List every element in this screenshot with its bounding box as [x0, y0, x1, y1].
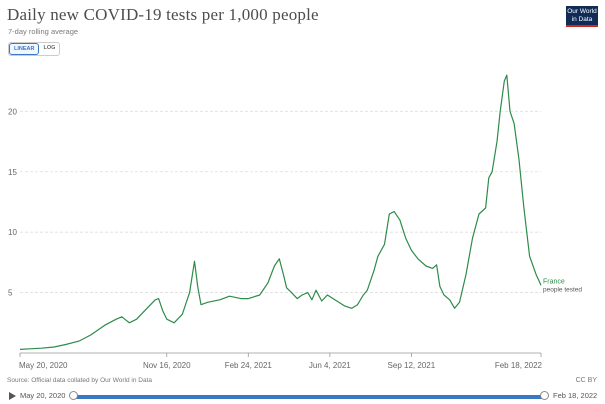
y-tick-label: 10 [8, 228, 17, 237]
x-tick-label: Feb 24, 2021 [225, 361, 273, 370]
linear-scale-button[interactable]: LINEAR [9, 43, 40, 55]
x-tick-label: Nov 16, 2020 [143, 361, 191, 370]
series-label-name: France [543, 278, 565, 285]
timeline-start-handle[interactable] [69, 391, 78, 400]
x-tick-label: Sep 12, 2021 [388, 361, 436, 370]
license-link[interactable]: CC BY [575, 377, 597, 384]
logo-line1: Our World [567, 8, 597, 15]
scale-toggle: LINEAR LOG [8, 42, 61, 56]
x-tick-label: Jun 4, 2021 [309, 361, 351, 370]
series-line-france [19, 74, 542, 350]
y-tick-label: 5 [8, 289, 13, 298]
chart-area: 5 10 15 20 May 20, 2020 Nov 16, 2020 Feb 24, 2… [8, 74, 582, 370]
x-tick-label: May 20, 2020 [19, 361, 68, 370]
timeline-end-label: Feb 18, 2022 [553, 391, 598, 400]
chart-title: Daily new COVID-19 tests per 1,000 peopl… [7, 5, 319, 24]
timeline-start-label: May 20, 2020 [20, 391, 66, 400]
y-tick-label: 20 [8, 107, 17, 116]
y-tick-label: 15 [8, 168, 17, 177]
series-label-unit: people tested [543, 286, 582, 293]
timeline-track[interactable] [73, 395, 544, 399]
chart-subtitle: 7-day rolling average [8, 27, 79, 36]
source-note: Source: Official data collated by Our Wo… [7, 377, 152, 384]
log-scale-button[interactable]: LOG [43, 45, 56, 51]
timeline-end-handle[interactable] [540, 391, 549, 400]
x-tick-label: Feb 18, 2022 [495, 361, 543, 370]
play-icon[interactable] [9, 392, 16, 400]
owid-logo[interactable]: Our World in Data [566, 6, 598, 27]
logo-line2: in Data [571, 16, 593, 23]
timeline-slider: May 20, 2020 Feb 18, 2022 [0, 389, 605, 404]
